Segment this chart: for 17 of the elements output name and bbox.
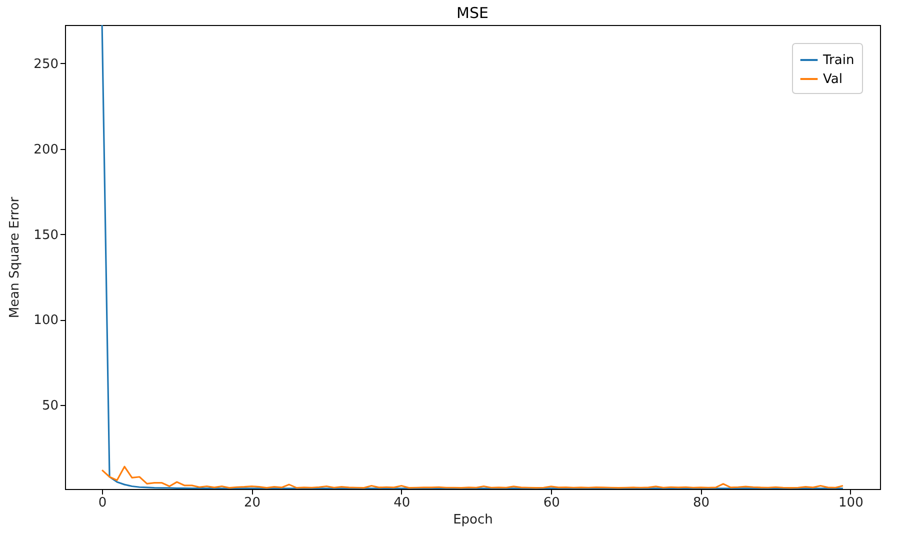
x-tick-label: 40: [394, 496, 410, 510]
x-tick-label: 80: [692, 496, 710, 510]
line-series: [101, 466, 844, 489]
x-tick-label: 20: [244, 496, 260, 510]
y-tick-label: 150: [34, 228, 58, 243]
y-tick-label: 50: [42, 398, 58, 414]
y-axis-title: Mean Square Error: [8, 196, 23, 318]
y-tick-label: 100: [34, 313, 58, 328]
x-tick-label: 0: [98, 496, 107, 510]
x-tick-label: 100: [838, 496, 864, 510]
x-tick-label: 60: [543, 496, 560, 510]
x-axis-title: Epoch: [453, 512, 493, 528]
legend-label: Train: [822, 53, 854, 68]
legend-label: Val: [823, 72, 842, 87]
y-tick-label: 200: [34, 142, 58, 158]
y-tick-label: 250: [34, 56, 58, 72]
chart-title: MSE: [456, 4, 488, 22]
